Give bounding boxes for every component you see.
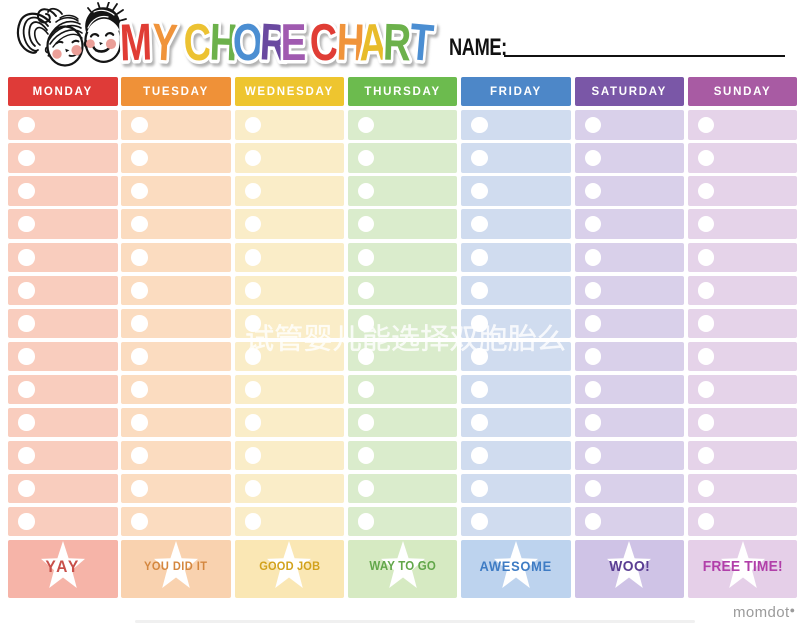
svg-text:H: H (209, 13, 239, 72)
svg-text:E: E (281, 13, 307, 71)
svg-text:R: R (382, 13, 412, 72)
svg-text:C: C (182, 13, 213, 72)
svg-text:A: A (358, 13, 388, 72)
svg-text:C: C (308, 13, 340, 73)
svg-text:R: R (259, 13, 290, 72)
svg-text:Y: Y (150, 13, 179, 72)
svg-text:M: M (119, 13, 153, 72)
svg-text:T: T (407, 13, 436, 73)
svg-text:O: O (232, 13, 264, 72)
svg-text:H: H (336, 13, 366, 72)
